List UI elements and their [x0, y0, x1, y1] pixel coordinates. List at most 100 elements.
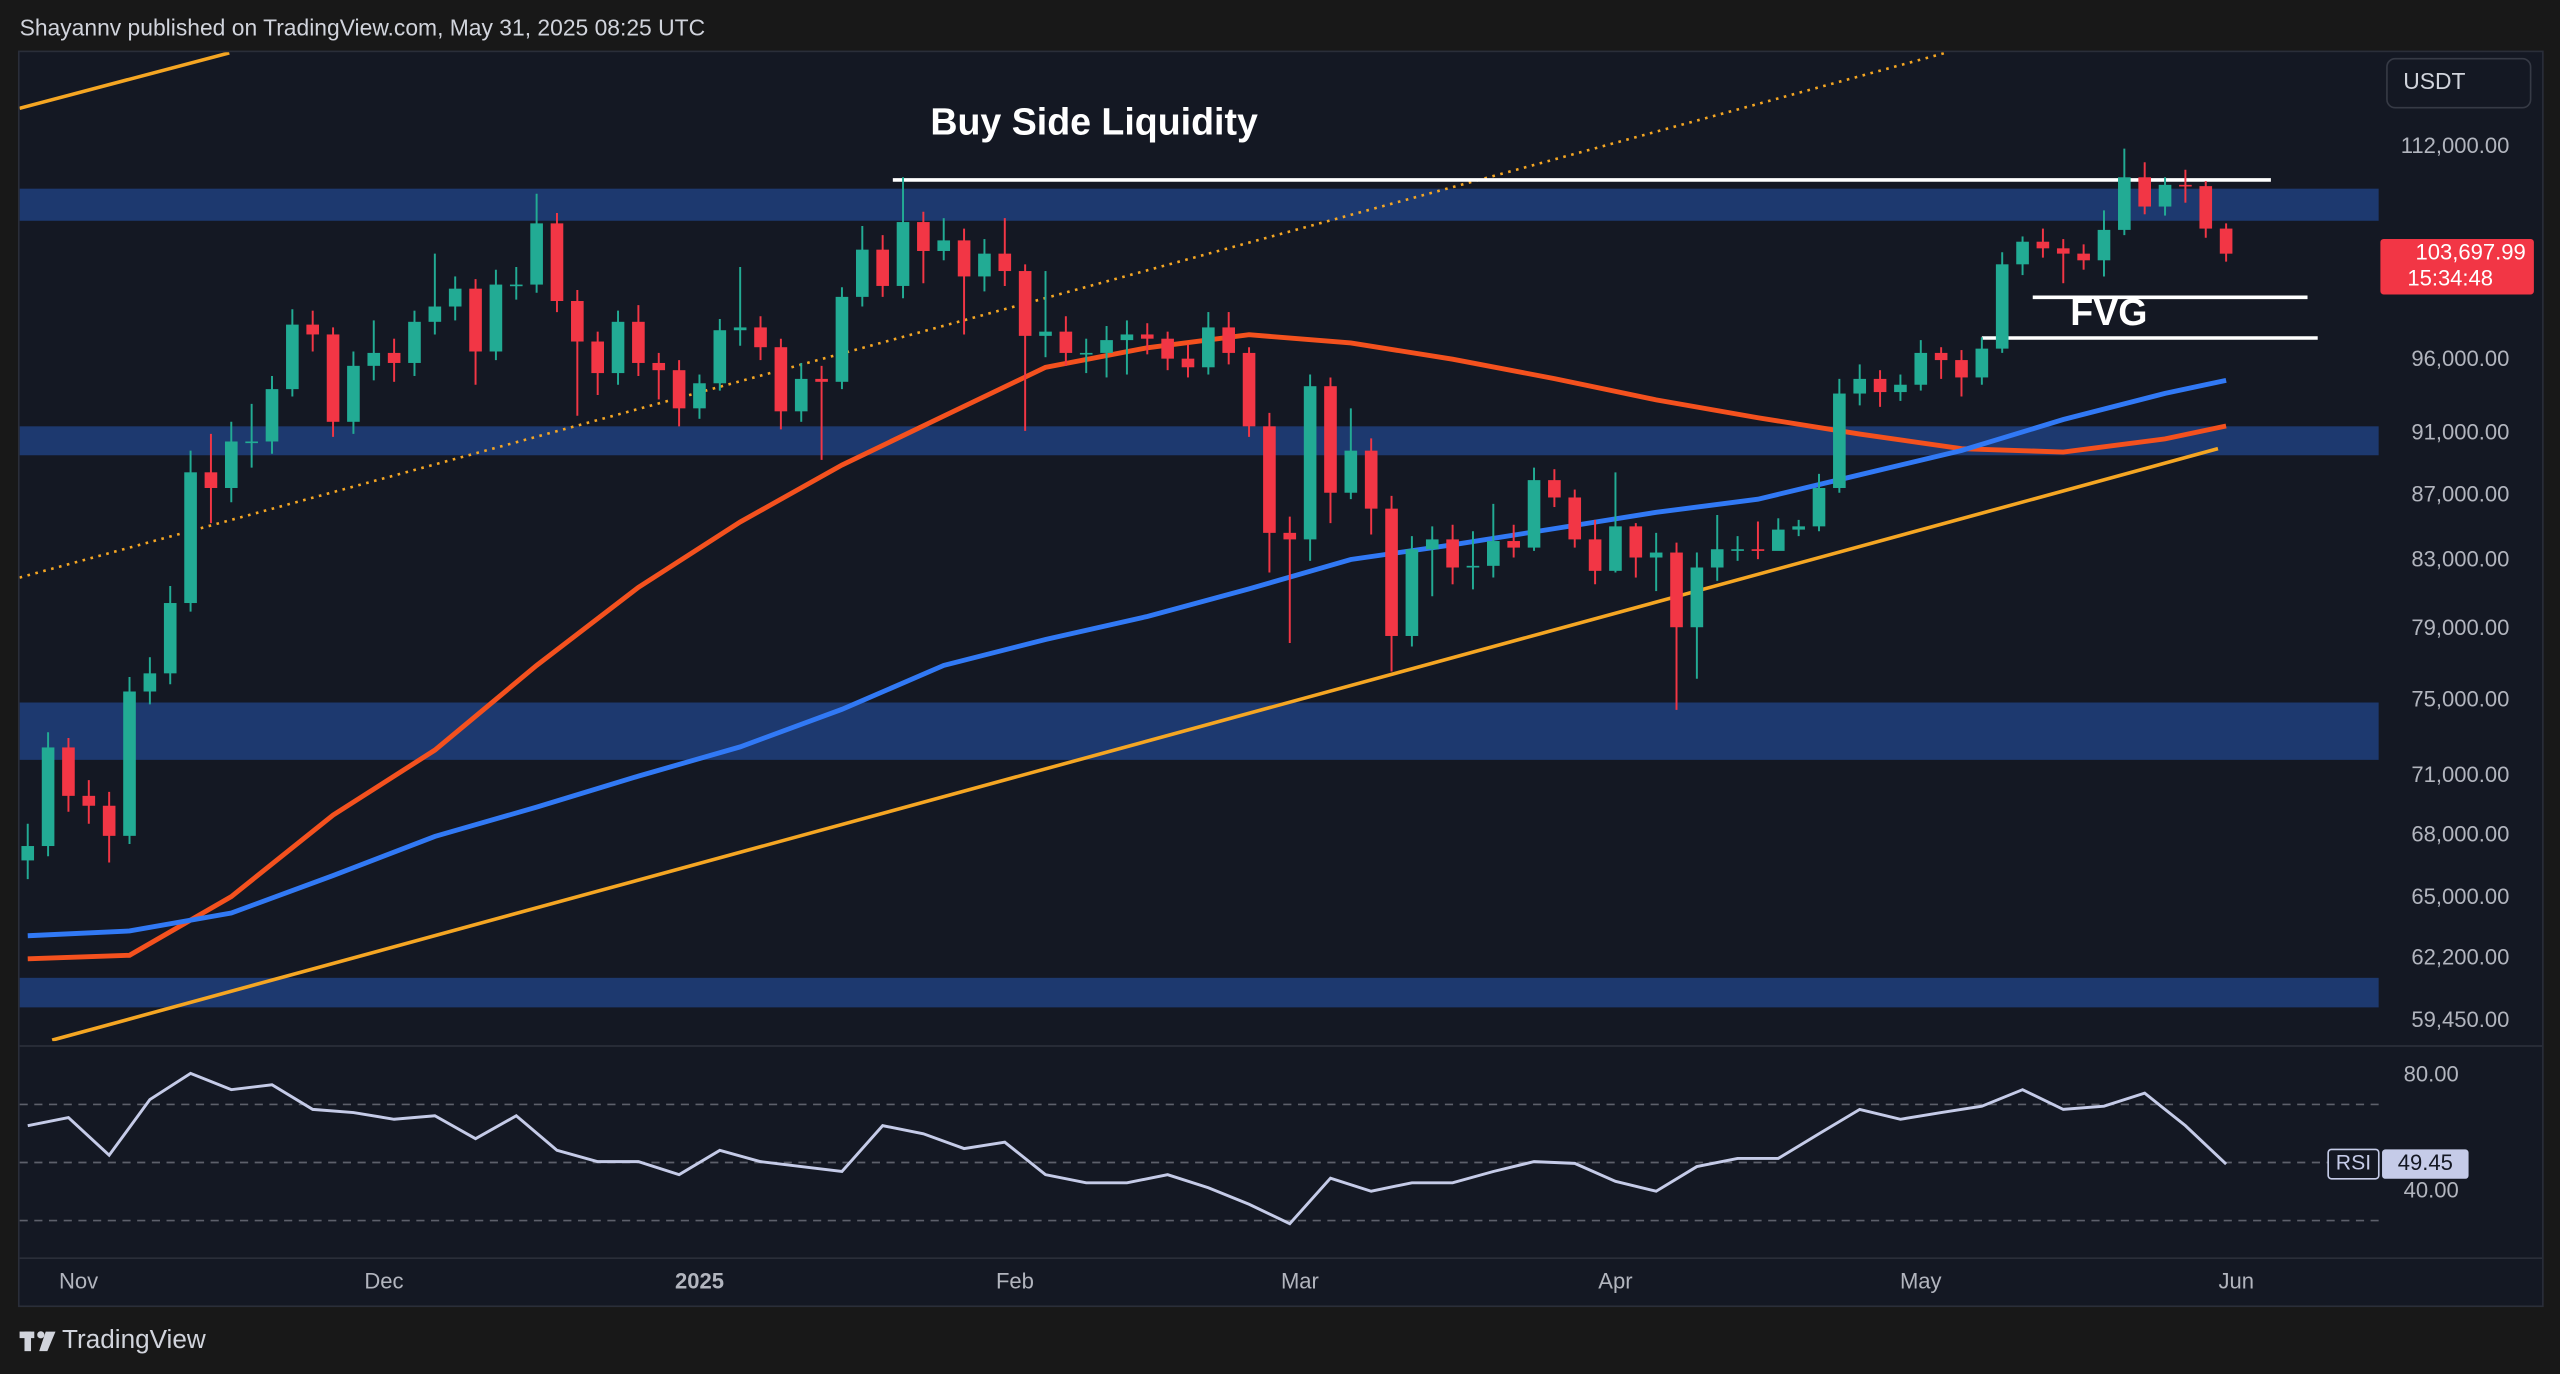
- y-tick-label: 87,000.00: [2411, 482, 2509, 507]
- candle-body: [672, 370, 686, 409]
- y-tick-label: 71,000.00: [2411, 762, 2509, 787]
- logo-part: [37, 1331, 45, 1339]
- candle-body: [2199, 186, 2213, 229]
- candle-body: [1283, 532, 1297, 540]
- y-tick-label: 79,000.00: [2411, 615, 2509, 640]
- candle-body: [286, 324, 299, 390]
- candle-body: [2016, 241, 2029, 265]
- candle-body: [347, 365, 360, 422]
- logo-part: [24, 1331, 32, 1352]
- candle-body: [1120, 334, 1134, 341]
- candle-body: [591, 341, 604, 374]
- legend-name: RSI: [2336, 1152, 2371, 1175]
- candle-body: [326, 334, 340, 422]
- x-tick-label: Feb: [996, 1268, 1034, 1293]
- zone: [19, 188, 2379, 221]
- candle-body: [1771, 529, 1785, 551]
- candle-body: [1507, 541, 1520, 548]
- candle-body: [1568, 497, 1582, 540]
- legend-box: [2327, 1148, 2380, 1180]
- candle-body: [835, 296, 849, 382]
- candle-body: [1140, 334, 1154, 339]
- candle-body: [1487, 541, 1500, 566]
- candle-body: [896, 222, 910, 286]
- candle-body: [143, 673, 157, 692]
- candle-body: [489, 284, 503, 352]
- y-tick-label: 75,000.00: [2411, 686, 2509, 711]
- annotation: Buy Side Liquidity: [930, 100, 1258, 142]
- candle-body: [632, 321, 645, 363]
- y-tick-label: 112,000.00: [2401, 133, 2510, 158]
- byline: Shayannv published on TradingView.com, M…: [20, 14, 705, 40]
- candle-body: [2036, 241, 2050, 249]
- candle-body: [1751, 549, 1765, 551]
- candle-body: [1690, 567, 1704, 628]
- candle-body: [41, 747, 55, 847]
- candle-body: [1914, 352, 1928, 385]
- y-tick-label: 83,000.00: [2411, 547, 2509, 572]
- candle-body: [1609, 526, 1622, 571]
- candle-body: [1894, 384, 1907, 393]
- candle-body: [611, 321, 625, 374]
- candle-body: [1873, 378, 1887, 393]
- candle-body: [652, 362, 666, 371]
- candle-body: [1995, 264, 2009, 349]
- y-tick-label: 80.00: [2404, 1061, 2459, 1086]
- currency-label[interactable]: USDT: [2403, 68, 2465, 94]
- candle-body: [998, 253, 1012, 272]
- candle-body: [387, 352, 401, 363]
- candle-body: [978, 253, 991, 277]
- candle-body: [1853, 378, 1867, 394]
- candle-body: [2179, 184, 2192, 187]
- candle-body: [224, 441, 238, 488]
- moving-average: [27, 377, 2227, 939]
- candle-body: [245, 441, 258, 444]
- x-tick-label: Jun: [2219, 1268, 2255, 1293]
- y-tick-label: 68,000.00: [2411, 822, 2509, 847]
- candle-body: [448, 288, 462, 307]
- candle-body: [82, 795, 96, 806]
- candle-body: [1263, 426, 1276, 533]
- candle-body: [1527, 480, 1541, 548]
- candle-body: [1303, 386, 1317, 540]
- candle-body: [1833, 393, 1846, 488]
- currency-button[interactable]: [2386, 57, 2532, 109]
- x-tick-label: Dec: [364, 1268, 403, 1293]
- labels: Buy Side Liquidity FVG 112,000.00 96,000.00…: [59, 100, 2534, 1293]
- candle-body: [937, 240, 951, 251]
- x-tick-label: May: [1900, 1268, 1942, 1293]
- candle-body: [1446, 539, 1459, 568]
- brand-logo: [19, 1331, 56, 1352]
- trendline: [19, 52, 1946, 579]
- candle-body: [571, 301, 584, 342]
- candle-body: [469, 288, 482, 352]
- candle-body: [917, 222, 930, 251]
- candle-body: [876, 249, 889, 286]
- value-badge: [2382, 1149, 2469, 1179]
- candle-body: [1588, 539, 1602, 571]
- candle-body: [2077, 253, 2090, 261]
- x-tick-label: Mar: [1281, 1268, 1319, 1293]
- candle-body: [123, 691, 136, 836]
- candle-body: [1079, 352, 1093, 355]
- candle-body: [1324, 386, 1337, 493]
- candle-body: [1710, 549, 1724, 568]
- rsi-pane: [19, 1071, 2379, 1226]
- candle-body: [1344, 450, 1358, 493]
- candle-body: [754, 327, 767, 348]
- brand: TradingView: [62, 1324, 206, 1354]
- candle-body: [1405, 549, 1419, 636]
- candle-body: [1975, 348, 1989, 378]
- x-tick-label: Apr: [1598, 1268, 1632, 1293]
- candle-body: [408, 321, 421, 363]
- candle-body: [306, 324, 320, 335]
- candle-body: [1670, 552, 1683, 628]
- candle-body: [1466, 565, 1480, 568]
- zone: [19, 977, 2379, 1008]
- candle-body: [1039, 331, 1052, 336]
- x-tick-label: Nov: [59, 1268, 98, 1293]
- candle-body: [1934, 352, 1948, 361]
- candle-body: [713, 330, 727, 384]
- candle-body: [1385, 508, 1398, 636]
